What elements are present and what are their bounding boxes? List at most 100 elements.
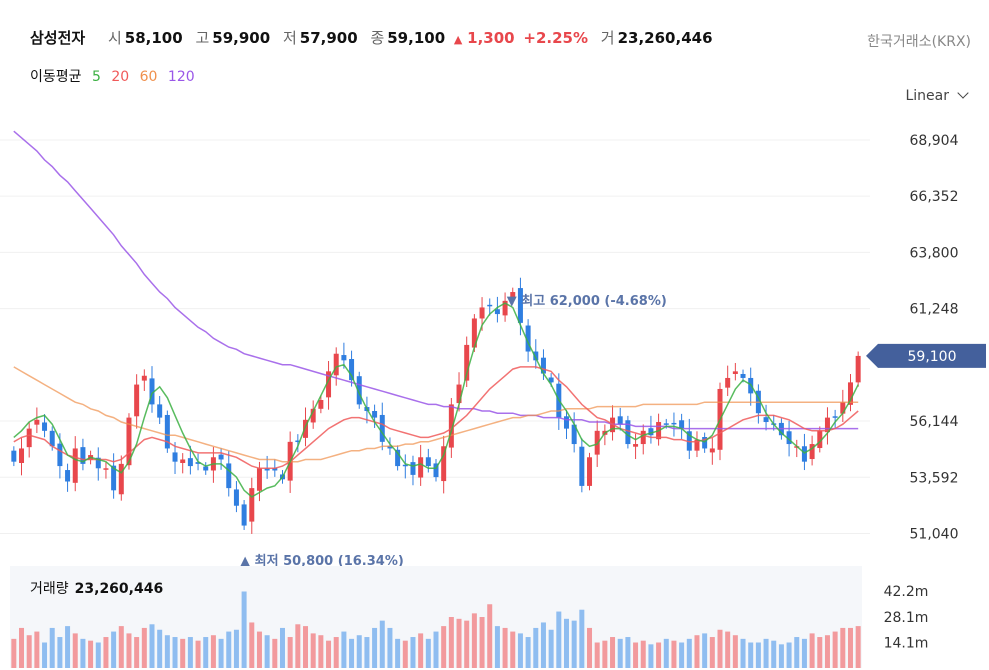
- candle-body: [126, 417, 132, 466]
- candle-body: [42, 422, 48, 431]
- volume-bar: [141, 627, 147, 668]
- volume-bar: [663, 638, 669, 668]
- candle-body: [187, 458, 193, 467]
- volume-bar: [517, 633, 523, 668]
- volume-bar: [111, 631, 117, 668]
- volume-bar: [786, 642, 792, 668]
- volume-bar: [80, 638, 86, 668]
- volume-bar: [42, 642, 48, 668]
- candle-body: [433, 463, 439, 478]
- volume-bar: [840, 627, 846, 668]
- candle-body: [333, 353, 339, 376]
- ma120-line: [13, 130, 859, 430]
- close-label: 종: [370, 29, 385, 47]
- candle-body: [617, 416, 623, 425]
- candle-body: [172, 452, 178, 462]
- volume-bar: [395, 638, 401, 668]
- candle-body: [525, 325, 531, 352]
- y-tick-label: 53,592: [910, 470, 959, 486]
- volume-bar: [594, 642, 600, 668]
- volume-bar: [679, 642, 685, 668]
- candle-body: [540, 357, 546, 374]
- y-tick-label: 63,800: [910, 245, 959, 261]
- volume-bar: [563, 618, 569, 668]
- candle-body: [847, 382, 853, 405]
- ma-legend-item-120[interactable]: 120: [167, 69, 195, 85]
- candle-body: [663, 423, 669, 425]
- volume-bar: [832, 631, 838, 668]
- volume-bar: [379, 620, 385, 668]
- candle-body: [456, 384, 462, 404]
- candle-body: [694, 439, 700, 451]
- candle-body: [702, 437, 708, 449]
- ma-legend-item-5[interactable]: 5: [91, 69, 101, 85]
- candle-body: [402, 464, 408, 467]
- candles: [11, 277, 861, 534]
- volume-bar: [571, 620, 577, 668]
- change-value: 1,300: [467, 29, 515, 47]
- volume-bar: [172, 637, 178, 668]
- volume-label: 거: [600, 29, 615, 47]
- high-label: 고: [195, 29, 210, 47]
- open-value: 58,100: [124, 29, 183, 47]
- volume-tick-label: 42.2m: [884, 584, 929, 600]
- candle-body: [157, 404, 163, 418]
- volume-bar: [587, 627, 593, 668]
- candle-body: [502, 300, 508, 316]
- close-value: 59,100: [387, 29, 446, 47]
- volume-bar: [763, 638, 769, 668]
- candle-body: [72, 448, 78, 483]
- scale-dropdown[interactable]: Linear: [905, 87, 969, 104]
- volume-bar: [487, 604, 493, 668]
- volume-bar: [633, 642, 639, 668]
- volume-bar: [164, 635, 170, 668]
- candle-body: [349, 359, 355, 381]
- volume-bar: [579, 609, 585, 668]
- volume-panel-value: 23,260,446: [74, 581, 164, 597]
- candle-body: [648, 428, 654, 436]
- up-triangle-icon: ▲: [453, 33, 463, 46]
- volume-bar: [187, 637, 193, 668]
- candle-body: [709, 448, 715, 453]
- volume-bar: [218, 638, 224, 668]
- volume-bar: [640, 640, 646, 668]
- volume-bar: [471, 613, 477, 668]
- volume-bar: [287, 637, 293, 668]
- volume-bar: [203, 637, 209, 668]
- volume-bar: [610, 637, 616, 668]
- exchange-label: 한국거래소(KRX): [867, 34, 971, 50]
- ma-legend-item-60[interactable]: 60: [139, 69, 158, 85]
- volume-value: 23,260,446: [617, 29, 713, 47]
- volume-bar: [210, 635, 216, 668]
- volume-bar: [272, 638, 278, 668]
- volume-bar: [540, 622, 546, 668]
- volume-bar: [241, 591, 247, 668]
- volume-bar: [95, 642, 101, 668]
- candle-body: [510, 292, 516, 300]
- volume-bar: [326, 640, 332, 668]
- volume-bar: [809, 633, 815, 668]
- y-tick-label: 66,352: [910, 189, 959, 205]
- volume-bars: [11, 591, 861, 668]
- volume-bar: [771, 640, 777, 668]
- candle-body: [725, 377, 731, 388]
- max-price-annotation: ▼ 최고 62,000 (-4.68%): [507, 294, 667, 309]
- volume-bar: [456, 618, 462, 668]
- candle-body: [679, 420, 685, 429]
- volume-bar: [602, 640, 608, 668]
- candle-body: [448, 404, 454, 448]
- candle-body: [226, 463, 232, 489]
- candle-body: [587, 457, 593, 486]
- volume-bar: [502, 627, 508, 668]
- volume-bar: [556, 611, 562, 668]
- volume-bar: [157, 629, 163, 668]
- ma-legend-item-20[interactable]: 20: [111, 69, 130, 85]
- volume-bar: [801, 638, 807, 668]
- candle-body: [249, 488, 255, 522]
- current-price-label: 59,100: [908, 349, 957, 365]
- ma60-line: [13, 366, 859, 463]
- candle-body: [686, 431, 692, 451]
- ma-legend: 이동평균 5 20 60 120: [30, 66, 201, 86]
- candle-body: [134, 384, 140, 417]
